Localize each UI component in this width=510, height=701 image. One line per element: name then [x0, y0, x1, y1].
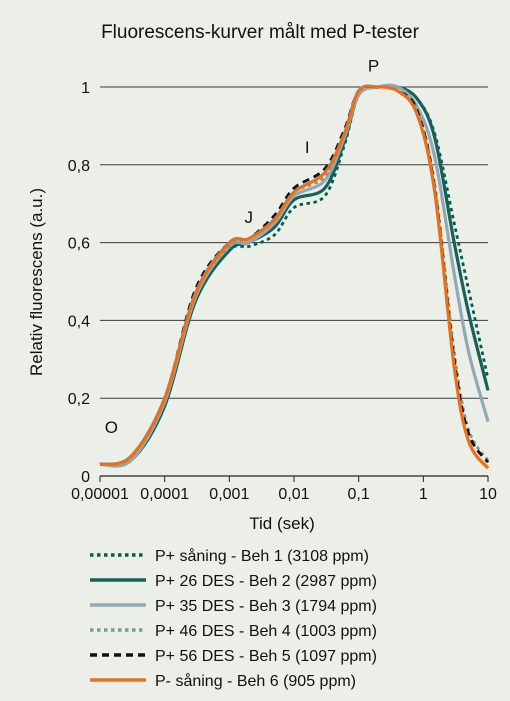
- annotation-j: J: [245, 208, 254, 227]
- y-tick-label: 1: [81, 80, 90, 97]
- annotations: O J I P: [105, 56, 379, 437]
- y-tick-label: 0: [81, 469, 90, 486]
- legend-label-beh-5: P+ 56 DES - Beh 5 (1097 ppm): [155, 648, 377, 665]
- x-tick-label: 10: [479, 486, 497, 503]
- series-line-beh-6: [99, 84, 490, 470]
- annotation-i: I: [305, 138, 310, 157]
- x-tick-label: 0,001: [209, 486, 249, 503]
- chart-title: Fluorescens-kurver målt med P-tester: [101, 22, 419, 43]
- legend-label-beh-6: P- såning - Beh 6 (905 ppm): [155, 672, 356, 690]
- y-tick-label: 0,2: [68, 391, 90, 408]
- x-axis-label: Tid (sek): [249, 514, 315, 533]
- annotation-p: P: [368, 56, 379, 75]
- x-tick-label: 0,01: [278, 486, 309, 503]
- series-line-beh-3: [99, 83, 490, 468]
- x-tick-label: 0,0001: [140, 486, 189, 503]
- legend-label-beh-3: P+ 35 DES - Beh 3 (1794 ppm): [155, 598, 377, 615]
- y-axis-label: Relativ fluorescens (a.u.): [27, 188, 46, 376]
- x-tick-label: 0,00001: [71, 486, 129, 503]
- x-tick-label: 1: [419, 486, 428, 503]
- y-tick-labels: 0 0,2 0,4 0,6 0,8 1: [68, 80, 90, 486]
- y-tick-label: 0,6: [68, 236, 90, 253]
- legend-label-beh-1: P+ såning - Beh 1 (3108 ppm): [155, 547, 369, 565]
- legend: P+ såning - Beh 1 (3108 ppm) P+ 26 DES - …: [90, 547, 377, 690]
- legend-label-beh-4: P+ 46 DES - Beh 4 (1003 ppm): [155, 623, 377, 640]
- grid: [100, 86, 488, 399]
- x-tick-label: 0,1: [348, 486, 370, 503]
- series-lines: [99, 83, 490, 470]
- legend-label-beh-2: P+ 26 DES - Beh 2 (2987 ppm): [155, 573, 377, 590]
- y-tick-label: 0,4: [68, 313, 90, 330]
- y-tick-label: 0,8: [68, 158, 90, 175]
- x-tick-labels: 0,00001 0,0001 0,001 0,01 0,1 1 10: [71, 486, 497, 503]
- annotation-o: O: [105, 418, 118, 437]
- axes: [99, 475, 489, 482]
